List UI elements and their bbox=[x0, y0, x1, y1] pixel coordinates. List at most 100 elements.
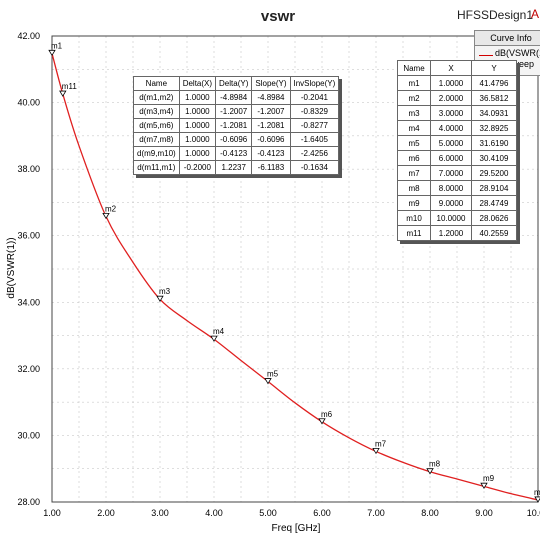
marker-label-m2: m2 bbox=[105, 204, 117, 213]
marker-point-m8[interactable] bbox=[426, 468, 434, 475]
marker-table-row: m1 1.0000 41.4796 bbox=[397, 75, 517, 91]
delta-table-row: d(m1,m2) 1.0000 -4.8984 -4.8984 -0.2041 bbox=[133, 90, 340, 105]
marker-col-y: Y bbox=[471, 60, 517, 76]
y-tick-label: 32.00 bbox=[17, 364, 40, 374]
marker-col-x: X bbox=[430, 60, 472, 76]
marker-table-cell: 2.0000 bbox=[430, 90, 472, 106]
marker-point-m1[interactable] bbox=[48, 49, 56, 57]
marker-table-cell: 7.0000 bbox=[430, 165, 472, 181]
delta-table-cell: -0.8277 bbox=[289, 118, 340, 133]
marker-table-cell: m9 bbox=[397, 195, 431, 211]
design-name: HFSSDesign1 bbox=[457, 8, 534, 22]
marker-table-cell: 1.0000 bbox=[430, 75, 472, 91]
marker-table-cell: 34.0931 bbox=[471, 105, 517, 121]
marker-point-m6[interactable] bbox=[318, 418, 326, 425]
marker-table-header-row: Name X Y bbox=[397, 60, 517, 76]
delta-table-cell: -1.2007 bbox=[215, 104, 253, 119]
marker-table-cell: 29.5200 bbox=[471, 165, 517, 181]
marker-table-cell: 40.2559 bbox=[471, 225, 517, 241]
marker-point-m2[interactable] bbox=[102, 212, 110, 220]
marker-table-cell: m4 bbox=[397, 120, 431, 136]
marker-label-m7: m7 bbox=[375, 439, 387, 448]
legend-curve-swatch bbox=[479, 55, 493, 56]
axis-ticks: 1.00 2.00 3.00 4.00 5.00 6.00 7.00 8.00 9.00 10.0… bbox=[17, 31, 540, 518]
marker-table-cell: m7 bbox=[397, 165, 431, 181]
delta-table-cell: -4.8984 bbox=[215, 90, 253, 105]
delta-table-cell: -0.6096 bbox=[215, 132, 253, 147]
marker-table-cell: 36.5812 bbox=[471, 90, 517, 106]
y-tick-label: 30.00 bbox=[17, 430, 40, 440]
marker-table-cell: 1.2000 bbox=[430, 225, 472, 241]
delta-table-cell: -1.2081 bbox=[215, 118, 253, 133]
marker-table-row: m5 5.0000 31.6190 bbox=[397, 135, 517, 151]
delta-col-name: Name bbox=[133, 76, 180, 91]
delta-col-delta-y: Delta(Y) bbox=[215, 76, 253, 91]
marker-table-cell: m5 bbox=[397, 135, 431, 151]
x-tick-label: 7.00 bbox=[367, 508, 385, 518]
delta-table-cell: 1.0000 bbox=[178, 146, 217, 161]
delta-table-cell: -0.4123 bbox=[251, 146, 291, 161]
y-tick-label: 42.00 bbox=[17, 31, 40, 41]
marker-table-row: m4 4.0000 32.8925 bbox=[397, 120, 517, 136]
marker-table: Name X Y m1 1.0000 41.4796 m2 2.0000 36.5812 m… bbox=[397, 60, 517, 241]
marker-layer: m1m2m3m4m5m6m7m8m9m10m11 bbox=[48, 41, 540, 503]
x-tick-label: 10.00 bbox=[527, 508, 540, 518]
marker-label-m11: m11 bbox=[62, 82, 78, 91]
x-tick-label: 1.00 bbox=[43, 508, 61, 518]
y-tick-label: 36.00 bbox=[17, 231, 40, 241]
marker-table-cell: m1 bbox=[397, 75, 431, 91]
marker-label-m9: m9 bbox=[483, 474, 495, 483]
marker-table-cell: 5.0000 bbox=[430, 135, 472, 151]
marker-table-row: m3 3.0000 34.0931 bbox=[397, 105, 517, 121]
delta-col-invslope-y: InvSlope(Y) bbox=[289, 76, 340, 91]
marker-table-cell: 28.0626 bbox=[471, 210, 517, 226]
marker-point-m4[interactable] bbox=[210, 335, 218, 342]
x-tick-label: 5.00 bbox=[259, 508, 277, 518]
delta-table-cell: 1.0000 bbox=[178, 132, 217, 147]
marker-table-cell: 3.0000 bbox=[430, 105, 472, 121]
marker-point-m5[interactable] bbox=[264, 378, 272, 385]
delta-table-cell: -0.2041 bbox=[289, 90, 340, 105]
delta-table-cell: 1.0000 bbox=[178, 104, 217, 119]
delta-col-slope-y: Slope(Y) bbox=[251, 76, 291, 91]
plot-area-frame bbox=[51, 35, 539, 503]
marker-label-m5: m5 bbox=[267, 370, 279, 379]
delta-table-cell: -1.6405 bbox=[289, 132, 340, 147]
marker-point-m3[interactable] bbox=[156, 295, 164, 302]
x-tick-label: 4.00 bbox=[205, 508, 223, 518]
marker-point-m7[interactable] bbox=[372, 448, 380, 455]
marker-table-cell: 31.6190 bbox=[471, 135, 517, 151]
delta-table-cell: -1.2007 bbox=[251, 104, 291, 119]
marker-label-m10: m10 bbox=[534, 488, 540, 497]
x-tick-label: 2.00 bbox=[97, 508, 115, 518]
marker-table-cell: m6 bbox=[397, 150, 431, 166]
marker-table-cell: 10.0000 bbox=[430, 210, 472, 226]
marker-table-cell: 41.4796 bbox=[471, 75, 517, 91]
delta-table-cell: -0.1634 bbox=[289, 160, 340, 175]
delta-table-cell: 1.0000 bbox=[178, 118, 217, 133]
delta-table-header-row: Name Delta(X) Delta(Y) Slope(Y) InvSlope… bbox=[133, 76, 340, 91]
marker-table-cell: m10 bbox=[397, 210, 431, 226]
delta-table-row: d(m9,m10) 1.0000 -0.4123 -0.4123 -2.4256 bbox=[133, 146, 340, 161]
marker-point-m11[interactable] bbox=[59, 90, 67, 97]
y-tick-label: 28.00 bbox=[17, 497, 40, 507]
marker-table-cell: 32.8925 bbox=[471, 120, 517, 136]
delta-table-cell: 1.2237 bbox=[215, 160, 253, 175]
marker-point-m9[interactable] bbox=[480, 482, 488, 489]
delta-table-cell: -1.2081 bbox=[251, 118, 291, 133]
delta-table-row: d(m3,m4) 1.0000 -1.2007 -1.2007 -0.8329 bbox=[133, 104, 340, 119]
delta-table-cell: -0.8329 bbox=[289, 104, 340, 119]
marker-table-row: m8 8.0000 28.9104 bbox=[397, 180, 517, 196]
marker-label-m1: m1 bbox=[51, 41, 63, 50]
marker-table-cell: 8.0000 bbox=[430, 180, 472, 196]
marker-table-row: m6 6.0000 30.4109 bbox=[397, 150, 517, 166]
delta-table-cell: -2.4256 bbox=[289, 146, 340, 161]
delta-table-cell: d(m9,m10) bbox=[133, 146, 180, 161]
marker-table-cell: m8 bbox=[397, 180, 431, 196]
delta-table-cell: 1.0000 bbox=[178, 90, 217, 105]
delta-table-cell: -6.1183 bbox=[251, 160, 291, 175]
delta-table-cell: -0.6096 bbox=[251, 132, 291, 147]
marker-table-row: m7 7.0000 29.5200 bbox=[397, 165, 517, 181]
marker-label-m6: m6 bbox=[321, 410, 333, 419]
y-tick-label: 38.00 bbox=[17, 164, 40, 174]
